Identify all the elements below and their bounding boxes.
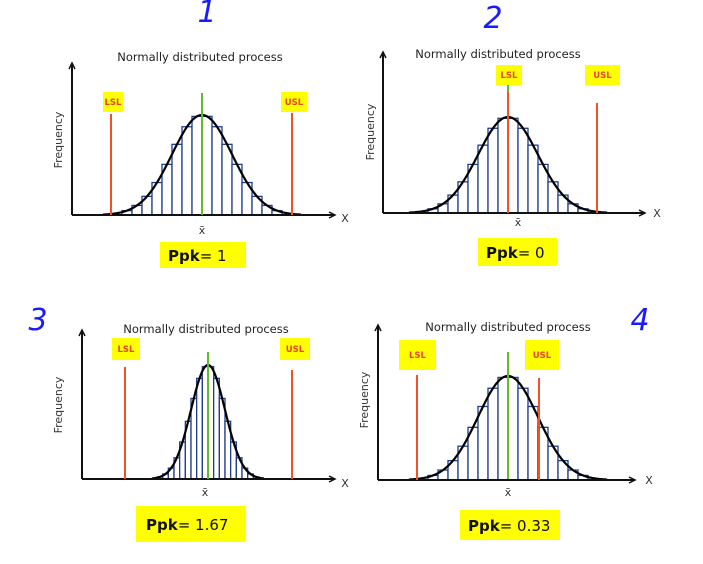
histogram-bar [487, 387, 499, 481]
y-axis-label: Frequency [364, 103, 377, 160]
mean-label: x̄ [199, 224, 206, 237]
panel-number: 3 [28, 303, 47, 338]
panel-4: 4 Normally distributed process Frequency Xx… [358, 303, 653, 540]
panel-title: Normally distributed process [117, 50, 283, 64]
x-axis-arrow [328, 475, 337, 483]
ppk-value: = 0.33 [500, 517, 551, 535]
panel-title: Normally distributed process [123, 322, 289, 336]
ppk-highlight [478, 238, 557, 266]
mean-label: x̄ [505, 486, 512, 499]
histogram-bar [527, 405, 539, 481]
x-axis-arrow [638, 209, 647, 217]
ppk-value: = 1 [200, 247, 227, 265]
lsl-highlight [496, 65, 522, 85]
ppk-highlight [136, 506, 245, 542]
usl-highlight [585, 65, 620, 85]
histogram-bar [517, 387, 529, 481]
histogram-bar [497, 376, 509, 481]
ppk-value: = 0 [518, 244, 545, 262]
histogram-bar [497, 117, 509, 214]
ppk-highlight [160, 242, 246, 268]
ppk-readout: Ppk= 0 [486, 244, 545, 262]
y-axis-arrow [78, 328, 86, 337]
histogram-bar [507, 117, 519, 214]
mean-label: x̄ [515, 216, 522, 229]
histogram-bar [507, 376, 519, 481]
usl-highlight [280, 338, 310, 360]
x-axis-label: X [653, 207, 661, 220]
histogram-bar [517, 127, 529, 214]
panel-title: Normally distributed process [425, 320, 591, 334]
ppk-highlight [460, 510, 560, 540]
x-axis-arrow [628, 476, 637, 484]
y-axis-arrow [68, 61, 76, 70]
usl-label: USL [285, 98, 304, 108]
lsl-highlight [103, 92, 123, 112]
x-axis-arrow [328, 211, 337, 219]
histogram-bar [213, 377, 220, 480]
lsl-label: LSL [118, 345, 136, 355]
ppk-readout: Ppk= 1 [168, 247, 227, 265]
ppk-label: Ppk [146, 516, 179, 534]
ppk-label: Ppk [486, 244, 519, 262]
histogram-bar [196, 377, 203, 480]
usl-label: USL [286, 345, 305, 355]
histogram-bar [181, 126, 193, 216]
x-axis-label: X [645, 474, 653, 487]
histogram-bar [221, 143, 233, 216]
lsl-label: LSL [105, 98, 123, 108]
y-axis-label: Frequency [52, 111, 65, 168]
panel-2: 2 Normally distributed process Frequency Xx… [364, 1, 661, 266]
usl-label: USL [533, 351, 552, 361]
histogram-bar [211, 126, 223, 216]
ppk-label: Ppk [468, 517, 501, 535]
panel-number: 1 [197, 0, 216, 30]
usl-highlight [525, 340, 559, 370]
panel-number: 4 [630, 303, 649, 338]
lsl-label: LSL [501, 71, 519, 81]
histogram-bar [201, 115, 213, 216]
ppk-readout: Ppk= 0.33 [468, 517, 550, 535]
histogram-bar [191, 115, 203, 216]
histogram-bar [487, 127, 499, 214]
lsl-highlight [112, 338, 140, 360]
histogram-bar [527, 144, 539, 214]
histogram-bar [477, 144, 489, 214]
panel-1: 1 Normally distributed process Frequency Xx… [52, 0, 349, 268]
x-axis-label: X [341, 212, 349, 225]
histogram-bar [171, 143, 183, 216]
histogram-bar [477, 405, 489, 481]
lsl-highlight [399, 340, 436, 370]
panel-3: 3 Normally distributed process Frequency Xx… [28, 303, 349, 542]
y-axis-label: Frequency [358, 371, 371, 428]
y-axis-arrow [374, 323, 382, 332]
x-axis-label: X [341, 477, 349, 490]
panel-number: 2 [483, 1, 502, 36]
y-axis-label: Frequency [52, 376, 65, 433]
usl-highlight [281, 92, 307, 112]
y-axis-arrow [379, 50, 387, 59]
lsl-label: LSL [409, 351, 427, 361]
ppk-value: = 1.67 [178, 516, 229, 534]
mean-label: x̄ [202, 486, 209, 499]
usl-label: USL [593, 71, 612, 81]
panel-title: Normally distributed process [415, 47, 581, 61]
ppk-label: Ppk [168, 247, 201, 265]
ppk-readout: Ppk= 1.67 [146, 516, 228, 534]
